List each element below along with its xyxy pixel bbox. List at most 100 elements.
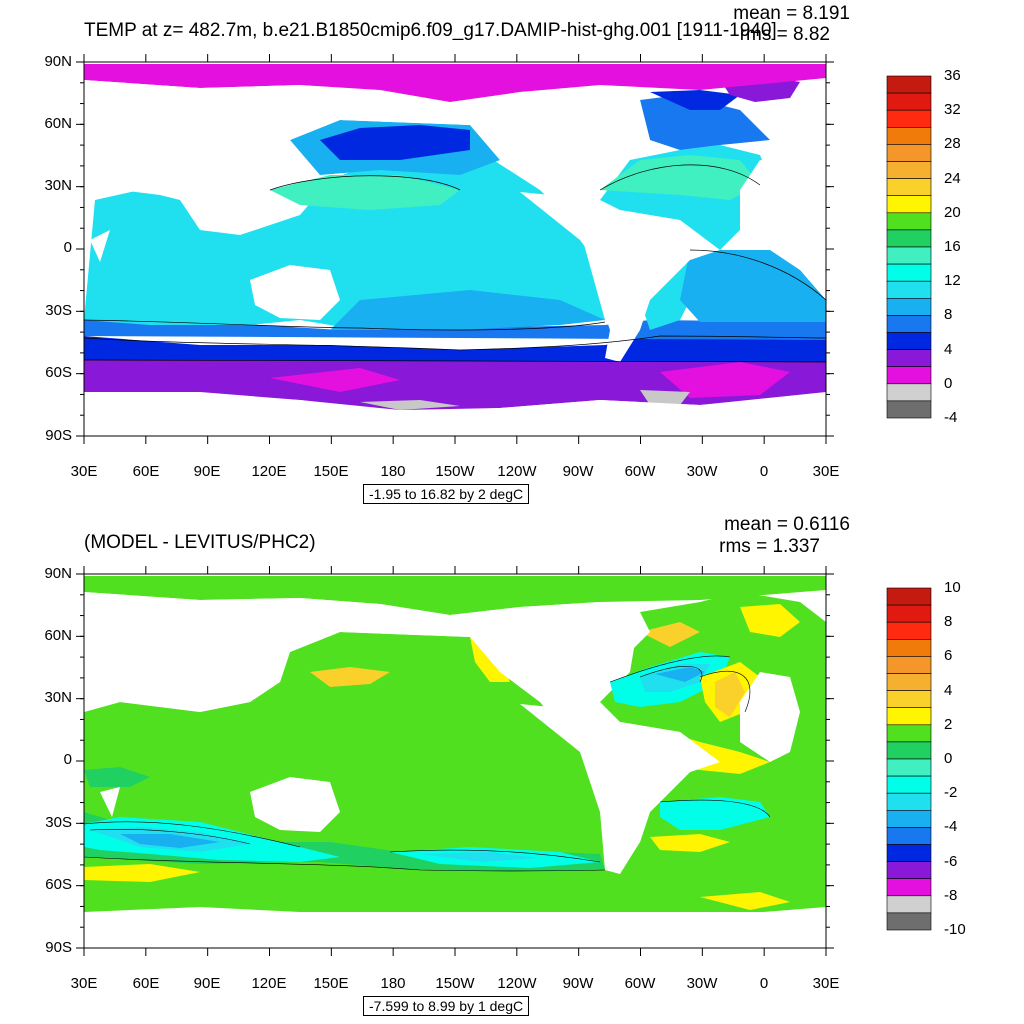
colorbar-tick-label: 8 <box>944 613 953 631</box>
colorbar-tick-label: 20 <box>944 203 961 221</box>
colorbar-swatch <box>886 229 932 248</box>
lon-label: 30E <box>812 463 840 480</box>
colorbar-tick-label: 8 <box>944 306 953 324</box>
colorbar-swatch <box>886 212 932 231</box>
colorbar-tick-label: 4 <box>944 340 953 358</box>
lon-label: 60W <box>624 975 656 992</box>
colorbar-tick-label: 10 <box>944 579 961 596</box>
mean-value: mean = 8.191 <box>733 3 850 24</box>
rms-value: rms = 1.337 <box>719 536 820 557</box>
colorbar-swatch <box>886 758 932 777</box>
colorbar-tick-label: 28 <box>944 135 961 153</box>
lon-label: 120W <box>497 463 537 480</box>
contour-lines <box>83 655 771 872</box>
lat-label: 30N <box>44 689 72 706</box>
difference-map <box>76 566 932 956</box>
contour-range-label: -1.95 to 16.82 by 2 degC <box>363 484 530 504</box>
lon-label: 0 <box>759 463 769 480</box>
colorbar-swatch <box>886 827 932 845</box>
difference-map-panel: (MODEL - LEVITUS/PHC2) mean = 0.6116 rms… <box>0 512 1024 1024</box>
lat-label: 60N <box>44 627 72 644</box>
colorbar-swatch <box>886 280 932 299</box>
colorbar-swatch <box>886 861 932 880</box>
colorbar-tick-label: -10 <box>944 921 966 938</box>
colorbar-tick-label: 36 <box>944 67 961 84</box>
contour-range-label: -7.599 to 8.99 by 1 degC <box>363 996 530 1016</box>
colorbar-tick-label: 0 <box>944 374 953 392</box>
rms-value: rms = 8.82 <box>739 24 830 45</box>
colorbar-tick-label: 2 <box>944 715 953 733</box>
colorbar-swatch <box>886 161 932 179</box>
lat-label: 30N <box>44 177 72 194</box>
colorbar-swatch <box>886 587 932 606</box>
anomaly-field <box>84 576 826 912</box>
lon-label: 30W <box>686 463 718 480</box>
colorbar-swatch <box>886 332 932 350</box>
colorbar-tick-label: -4 <box>944 409 958 426</box>
colorbar-tick-label: 6 <box>944 647 953 665</box>
lon-label: 120W <box>497 975 537 992</box>
lon-label: 180 <box>380 975 406 992</box>
colorbar-swatch <box>886 246 932 265</box>
colorbar-tick-label: 24 <box>944 169 961 187</box>
colorbar-tick-label: -8 <box>944 886 958 904</box>
colorbar-swatch <box>886 895 932 914</box>
lat-label: 90S <box>45 427 72 444</box>
lat-label: 90N <box>44 53 72 70</box>
lon-label: 90E <box>193 463 221 480</box>
colorbar-swatch <box>886 75 932 94</box>
lon-label: 0 <box>759 975 769 992</box>
colorbar <box>886 75 932 419</box>
colorbar-swatch <box>886 690 932 709</box>
lon-label: 30E <box>70 975 98 992</box>
lon-label: 120E <box>251 975 287 992</box>
lon-label: 60W <box>624 463 656 480</box>
lon-label: 180 <box>380 463 406 480</box>
lat-label: 60N <box>44 115 72 132</box>
colorbar-tick-label: 4 <box>944 681 953 699</box>
colorbar-swatch <box>886 604 932 623</box>
colorbar-swatch <box>886 178 932 197</box>
colorbar-swatch <box>886 315 932 333</box>
colorbar-swatch <box>886 707 932 726</box>
colorbar <box>886 587 932 931</box>
lat-label: 0 <box>63 239 72 256</box>
colorbar-tick-label: -4 <box>944 818 958 836</box>
colorbar-swatch <box>886 673 932 691</box>
panel-title: TEMP at z= 482.7m, b.e21.B1850cmip6.f09_… <box>84 20 777 41</box>
temperature-map-panel: TEMP at z= 482.7m, b.e21.B1850cmip6.f09_… <box>44 3 961 504</box>
colorbar-swatch <box>886 792 932 811</box>
colorbar-tick-label: -6 <box>944 852 958 870</box>
colorbar-swatch <box>886 263 932 282</box>
colorbar-swatch <box>886 109 932 128</box>
lon-label: 150E <box>313 975 349 992</box>
lon-label: 120E <box>251 463 287 480</box>
colorbar-tick-label: 16 <box>944 238 961 255</box>
lat-label: 30S <box>45 302 72 319</box>
lon-label: 30W <box>686 975 718 992</box>
colorbar-swatch <box>886 741 932 760</box>
lon-label: 90W <box>562 975 594 992</box>
panel-title: (MODEL - LEVITUS/PHC2) <box>84 532 316 553</box>
colorbar-tick-label: 12 <box>944 272 961 290</box>
colorbar-swatch <box>886 297 932 316</box>
lon-label: 150E <box>313 463 349 480</box>
colorbar-swatch <box>886 400 932 419</box>
lon-label: 150W <box>435 463 475 480</box>
colorbar-swatch <box>886 366 932 385</box>
colorbar-tick-label: -2 <box>944 784 958 802</box>
lat-label: 0 <box>63 751 72 768</box>
colorbar-swatch <box>886 724 932 743</box>
colorbar-swatch <box>886 621 932 640</box>
colorbar-swatch <box>886 656 932 674</box>
colorbar-swatch <box>886 349 932 368</box>
colorbar-tick-label: 32 <box>944 101 961 119</box>
colorbar-swatch <box>886 92 932 111</box>
axis-ticks <box>76 566 834 956</box>
lat-label: 60S <box>45 876 72 893</box>
colorbar-swatch <box>886 912 932 931</box>
colorbar-swatch <box>886 844 932 862</box>
land-mask <box>84 80 826 436</box>
land-mask <box>84 592 826 948</box>
lat-label: 30S <box>45 814 72 831</box>
